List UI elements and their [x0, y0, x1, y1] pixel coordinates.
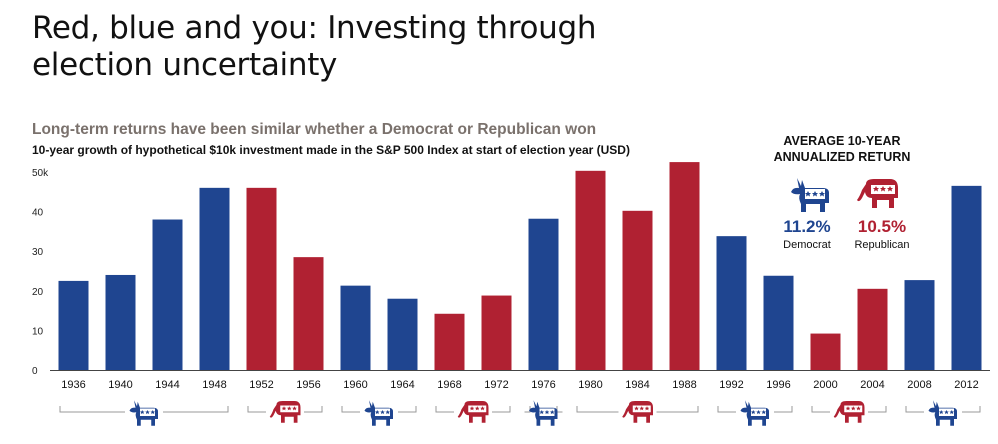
bar-1996	[763, 275, 794, 370]
x-tick-label: 1960	[343, 379, 367, 391]
donkey-icon	[364, 400, 393, 426]
x-tick-label: 1976	[531, 379, 555, 391]
average-return-title: AVERAGE 10-YEAR ANNUALIZED RETURN	[773, 134, 911, 164]
chart-caption: 10-year growth of hypothetical $10k inve…	[32, 143, 630, 157]
bar-1952	[246, 187, 277, 370]
x-tick-label: 1948	[202, 379, 226, 391]
bracket-line-left	[59, 406, 125, 413]
donkey-icon	[928, 400, 957, 426]
bracket-line-left	[576, 406, 619, 413]
bar-1960	[340, 285, 371, 370]
republican-average-label: Republican	[854, 239, 910, 251]
x-tick-label: 1944	[155, 379, 179, 391]
bar-1948	[199, 187, 230, 370]
bracket-line-right	[868, 406, 887, 413]
bar-1972	[481, 295, 512, 370]
bracket-line-right	[398, 406, 417, 413]
y-tick-label: 50k	[32, 168, 49, 179]
bar-1992	[716, 236, 747, 370]
y-tick-label: 10	[32, 326, 44, 337]
x-tick-label: 1996	[766, 379, 790, 391]
bar-1944	[152, 219, 183, 370]
x-tick-label: 1980	[578, 379, 602, 391]
bracket-line-left	[341, 406, 360, 413]
bracket-line-left	[524, 406, 531, 413]
republican-average-value: 10.5%	[857, 217, 907, 236]
elephant-icon	[833, 401, 865, 423]
bar-1936	[58, 280, 89, 370]
x-tick-label: 1964	[390, 379, 414, 391]
x-tick-label: 1968	[437, 379, 461, 391]
bracket-line-right	[492, 406, 511, 413]
elephant-icon	[457, 401, 489, 423]
bracket-line-left	[435, 406, 454, 413]
bar-1956	[293, 257, 324, 370]
donkey-icon	[740, 400, 769, 426]
y-tick-label: 20	[32, 287, 44, 298]
bar-2000	[810, 333, 841, 370]
y-tick-label: 30	[32, 247, 44, 258]
elephant-icon	[269, 401, 301, 423]
x-tick-label: 1984	[625, 379, 649, 391]
democrat-average-label: Democrat	[783, 239, 831, 251]
bar-1984	[622, 210, 653, 370]
bracket-line-right	[556, 406, 563, 413]
x-tick-label: 2008	[907, 379, 931, 391]
x-tick-label: 1956	[296, 379, 320, 391]
x-tick-label: 2004	[860, 379, 884, 391]
bracket-line-right	[774, 406, 793, 413]
bracket-line-left	[905, 406, 924, 413]
page-title: Red, blue and you: Investing through ele…	[32, 10, 597, 83]
bar-1940	[105, 274, 136, 370]
bracket-line-right	[656, 406, 699, 413]
x-tick-label: 1992	[719, 379, 743, 391]
x-tick-label: 1952	[249, 379, 273, 391]
bar-2004	[857, 288, 888, 370]
elephant-icon	[622, 401, 653, 423]
bar-1988	[669, 162, 700, 370]
chart-subtitle: Long-term returns have been similar whet…	[32, 121, 597, 138]
bracket-line-right	[163, 406, 229, 413]
bracket-line-left	[811, 406, 830, 413]
bar-1976	[528, 218, 559, 370]
bar-1980	[575, 170, 606, 370]
bar-1968	[434, 313, 465, 370]
bracket-line-right	[304, 406, 323, 413]
donkey-icon	[529, 400, 558, 426]
x-tick-label: 2012	[954, 379, 978, 391]
bar-2012	[951, 185, 982, 370]
bracket-line-left	[717, 406, 736, 413]
bar-2008	[904, 280, 935, 370]
bracket-line-right	[962, 406, 981, 413]
bracket-line-left	[247, 406, 266, 413]
x-tick-label: 1988	[672, 379, 696, 391]
donkey-icon	[129, 400, 158, 426]
x-tick-label: 1972	[484, 379, 508, 391]
y-tick-label: 0	[32, 366, 38, 377]
bar-1964	[387, 298, 418, 370]
y-tick-label: 40	[32, 208, 44, 219]
x-tick-label: 1936	[61, 379, 85, 391]
x-tick-label: 2000	[813, 379, 837, 391]
democrat-average-value: 11.2%	[783, 217, 831, 236]
x-tick-label: 1940	[108, 379, 132, 391]
